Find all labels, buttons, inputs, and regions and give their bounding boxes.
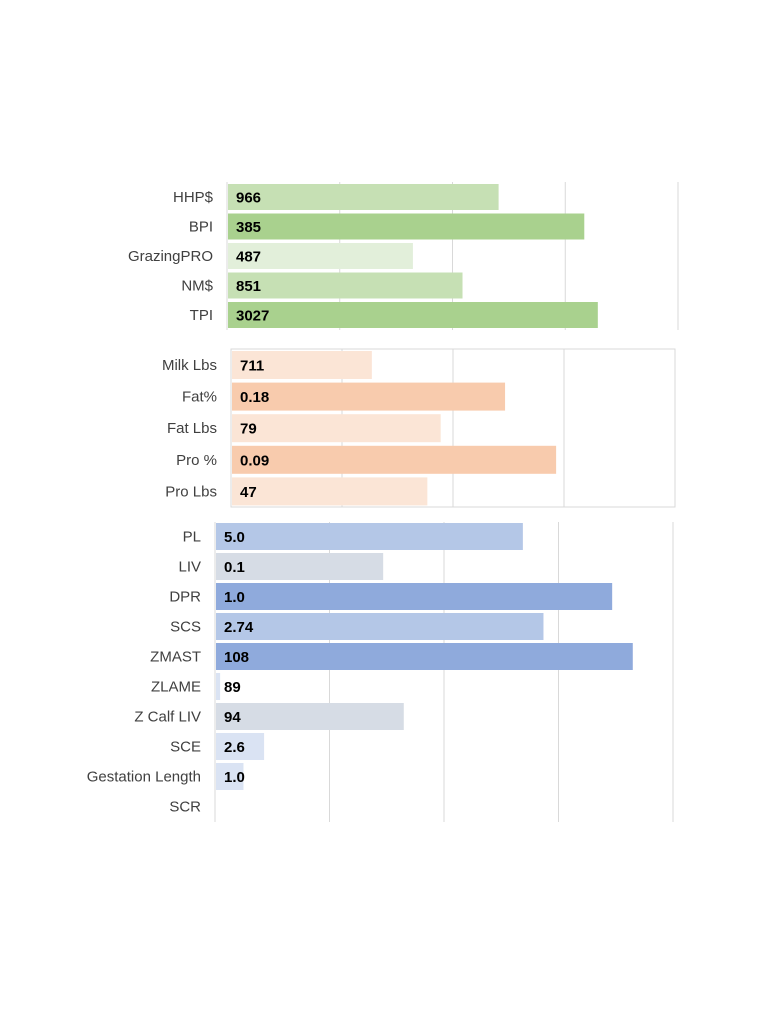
- panel2-bar: [232, 477, 428, 506]
- panel1-bar: [228, 184, 499, 210]
- panel3-value-label: 5.0: [224, 529, 245, 546]
- panel1-category-label: NM$: [181, 278, 213, 295]
- panel3-bar: [216, 643, 633, 670]
- panel3-bar: [216, 583, 613, 610]
- panel2-category-label: Fat%: [182, 389, 217, 406]
- panel2-category-label: Milk Lbs: [162, 357, 217, 374]
- panel3-category-label: Gestation Length: [87, 769, 201, 786]
- panel2-bar: [232, 382, 506, 411]
- panel1-bar: [228, 272, 463, 299]
- panel3-category-label: ZMAST: [150, 649, 201, 666]
- panel1-value-label: 966: [236, 190, 261, 207]
- panel1-value-label: 487: [236, 249, 261, 266]
- panel3-value-label: 108: [224, 649, 249, 666]
- panel3-value-label: 89: [224, 679, 241, 696]
- panel3-category-label: LIV: [178, 559, 201, 576]
- panel1-bar: [228, 243, 413, 269]
- panel3-category-label: SCR: [169, 799, 201, 816]
- panel1-value-label: 851: [236, 278, 261, 295]
- panel1-category-label: BPI: [189, 219, 213, 236]
- panel1-category-label: HHP$: [173, 189, 214, 206]
- panel2-bar: [232, 445, 557, 474]
- panel1-category-label: GrazingPRO: [128, 248, 213, 265]
- panel2-value-label: 47: [240, 484, 257, 501]
- panel2-plot-border: [230, 348, 676, 508]
- panel3-category-label: SCE: [170, 739, 201, 756]
- panel2-value-label: 0.09: [240, 452, 269, 469]
- panel2-value-label: 711: [240, 358, 264, 375]
- panel2-category-label: Pro %: [176, 452, 217, 469]
- panel2-bar: [232, 351, 372, 379]
- panel3-value-label: 1.0: [224, 769, 245, 786]
- panel3-category-label: Z Calf LIV: [134, 709, 201, 726]
- panel2-value-label: 79: [240, 421, 257, 438]
- panel3-bar: [216, 673, 221, 700]
- panel1-value-label: 385: [236, 219, 261, 236]
- panel1-bar: [228, 302, 598, 328]
- panel3-category-label: ZLAME: [151, 679, 201, 696]
- panel2-category-label: Fat Lbs: [167, 420, 217, 437]
- panel3-bar: [216, 763, 244, 790]
- panel3-value-label: 1.0: [224, 589, 245, 606]
- panel3-bar: [216, 523, 523, 550]
- panel2-bar: [232, 414, 441, 443]
- panel3-value-label: 0.1: [224, 559, 245, 576]
- panel3-category-label: PL: [183, 529, 201, 546]
- panel3-value-label: 2.6: [224, 739, 245, 756]
- panel3-category-label: SCS: [170, 619, 201, 636]
- panel2-category-label: Pro Lbs: [165, 483, 217, 500]
- panel2-value-label: 0.18: [240, 389, 269, 406]
- panel3-bar: [216, 733, 265, 760]
- panel1-value-label: 3027: [236, 308, 269, 325]
- panel3-bar: [216, 553, 384, 580]
- panel3-bar: [216, 613, 544, 640]
- panel3-value-label: 94: [224, 709, 241, 726]
- panel1-category-label: TPI: [190, 307, 213, 324]
- panel3-bar: [216, 703, 404, 730]
- panel3-category-label: DPR: [169, 589, 201, 606]
- panel3-value-label: 2.74: [224, 619, 254, 636]
- panel1-bar: [228, 213, 585, 240]
